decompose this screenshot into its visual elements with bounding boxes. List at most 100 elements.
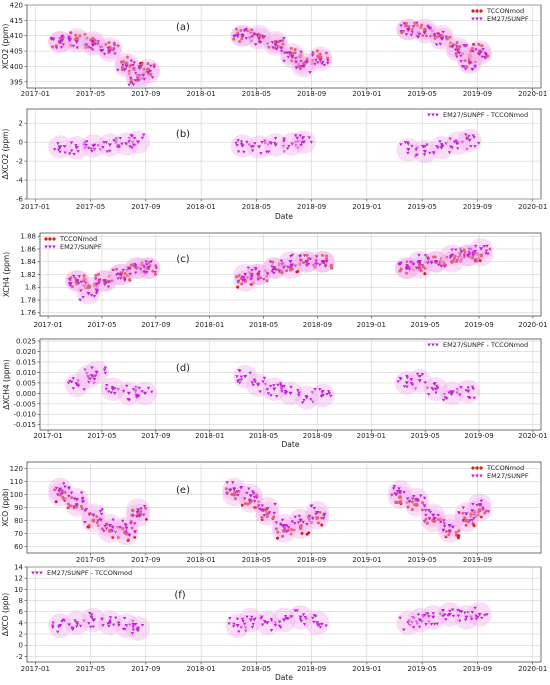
data-point <box>413 387 418 391</box>
data-point <box>299 143 303 147</box>
data-point <box>396 380 400 384</box>
data-point <box>411 27 415 31</box>
data-point <box>144 260 148 264</box>
data-point <box>114 140 118 144</box>
data-point <box>290 528 294 532</box>
data-point <box>270 41 275 45</box>
chart-panel-6: 2017-01 2017-05 2017-09 2018-01 2018-05 2018-… <box>1 563 547 682</box>
data-point <box>442 519 446 523</box>
data-point <box>470 617 474 621</box>
data-point <box>60 35 64 39</box>
data-point <box>236 279 241 283</box>
data-point <box>405 500 409 504</box>
data-point <box>240 34 245 38</box>
data-point <box>318 263 322 267</box>
x-tick-label: 2020-01 <box>518 665 547 673</box>
legend-marker <box>475 9 479 13</box>
data-point <box>320 390 325 394</box>
data-point <box>237 369 241 372</box>
data-point <box>118 526 122 530</box>
data-point <box>247 36 252 40</box>
data-point <box>75 383 80 387</box>
y-axis-label: ΔXCH4 (ppm) <box>2 359 11 410</box>
data-point <box>54 500 58 504</box>
data-point <box>466 386 470 390</box>
data-point <box>275 394 279 398</box>
data-point <box>235 27 239 31</box>
data-point <box>94 288 98 292</box>
data-point <box>462 65 466 69</box>
panel-label: (a) <box>176 22 190 33</box>
y-tick-label: 70 <box>14 530 23 538</box>
data-point <box>86 285 91 290</box>
data-point <box>259 276 263 280</box>
x-tick-label: 2017-01 <box>21 90 50 98</box>
data-point <box>260 615 264 619</box>
data-point <box>466 611 470 614</box>
data-point <box>228 617 232 620</box>
x-axis-label: Date <box>282 440 300 449</box>
data-point <box>257 37 262 41</box>
data-point <box>131 622 135 626</box>
data-point <box>426 612 430 616</box>
data-point <box>399 143 403 147</box>
data-points <box>48 18 492 88</box>
data-point <box>276 536 280 540</box>
data-point <box>108 280 112 284</box>
data-point <box>265 42 270 46</box>
data-point <box>134 264 138 267</box>
data-point <box>415 153 419 157</box>
data-point <box>405 374 409 378</box>
data-point <box>289 615 294 619</box>
data-point <box>104 281 108 285</box>
data-point <box>250 149 255 153</box>
y-tick-label: 14 <box>14 563 23 571</box>
data-point <box>249 277 253 281</box>
data-point <box>75 46 79 50</box>
data-point <box>123 279 127 282</box>
data-point <box>265 512 270 516</box>
data-point <box>70 380 74 384</box>
data-point <box>129 134 133 138</box>
data-point <box>414 498 419 502</box>
data-point <box>87 513 92 517</box>
data-point <box>137 67 142 70</box>
data-point <box>104 141 109 145</box>
data-point <box>58 145 63 149</box>
data-point <box>312 506 317 510</box>
data-point <box>103 371 108 375</box>
data-point <box>431 612 435 616</box>
data-point <box>473 244 478 248</box>
x-tick-label: 2019-01 <box>352 665 381 673</box>
data-point <box>104 527 109 531</box>
data-point <box>314 255 319 259</box>
data-point <box>431 29 435 33</box>
data-point <box>124 64 129 69</box>
data-point <box>433 622 437 626</box>
x-tick-label: 2017-09 <box>131 90 160 98</box>
data-point <box>103 366 108 370</box>
data-point <box>417 375 421 379</box>
data-point <box>462 44 466 47</box>
data-point <box>257 507 262 511</box>
data-point <box>253 142 257 146</box>
data-point <box>285 147 290 151</box>
data-point <box>70 496 74 500</box>
data-point <box>268 384 273 388</box>
x-tick-label: 2020-01 <box>518 90 547 98</box>
data-point <box>420 508 424 512</box>
data-point <box>252 499 257 503</box>
data-point <box>316 624 320 627</box>
data-point <box>91 518 96 523</box>
data-point <box>281 262 285 266</box>
data-point <box>455 141 461 145</box>
data-point <box>279 384 283 388</box>
data-point <box>141 74 146 78</box>
data-point <box>302 623 307 626</box>
data-point <box>61 43 66 47</box>
data-point <box>414 266 419 270</box>
data-point <box>401 29 405 33</box>
data-point <box>418 625 422 629</box>
data-point <box>112 47 116 51</box>
